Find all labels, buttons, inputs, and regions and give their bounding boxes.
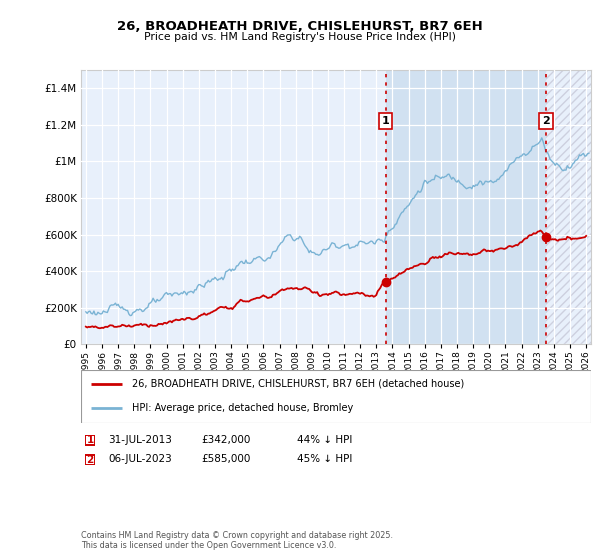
Text: Price paid vs. HM Land Registry's House Price Index (HPI): Price paid vs. HM Land Registry's House … (144, 32, 456, 43)
Text: 2: 2 (542, 116, 550, 126)
Text: £342,000: £342,000 (201, 435, 250, 445)
Text: HPI: Average price, detached house, Bromley: HPI: Average price, detached house, Brom… (132, 403, 353, 413)
Text: 26, BROADHEATH DRIVE, CHISLEHURST, BR7 6EH: 26, BROADHEATH DRIVE, CHISLEHURST, BR7 6… (117, 20, 483, 32)
Text: 06-JUL-2023: 06-JUL-2023 (108, 454, 172, 464)
Text: 1: 1 (86, 435, 94, 445)
FancyBboxPatch shape (85, 455, 95, 465)
FancyBboxPatch shape (81, 370, 591, 423)
Bar (546, 70, 591, 344)
Text: 26, BROADHEATH DRIVE, CHISLEHURST, BR7 6EH (detached house): 26, BROADHEATH DRIVE, CHISLEHURST, BR7 6… (132, 379, 464, 389)
Text: Contains HM Land Registry data © Crown copyright and database right 2025.
This d: Contains HM Land Registry data © Crown c… (81, 530, 393, 550)
Text: £585,000: £585,000 (201, 454, 250, 464)
Text: 1: 1 (382, 116, 389, 126)
FancyBboxPatch shape (85, 435, 95, 445)
Bar (386, 70, 546, 344)
Text: 44% ↓ HPI: 44% ↓ HPI (297, 435, 352, 445)
Text: 31-JUL-2013: 31-JUL-2013 (108, 435, 172, 445)
Bar (546, 70, 591, 344)
Text: 2: 2 (86, 455, 94, 465)
Text: 45% ↓ HPI: 45% ↓ HPI (297, 454, 352, 464)
